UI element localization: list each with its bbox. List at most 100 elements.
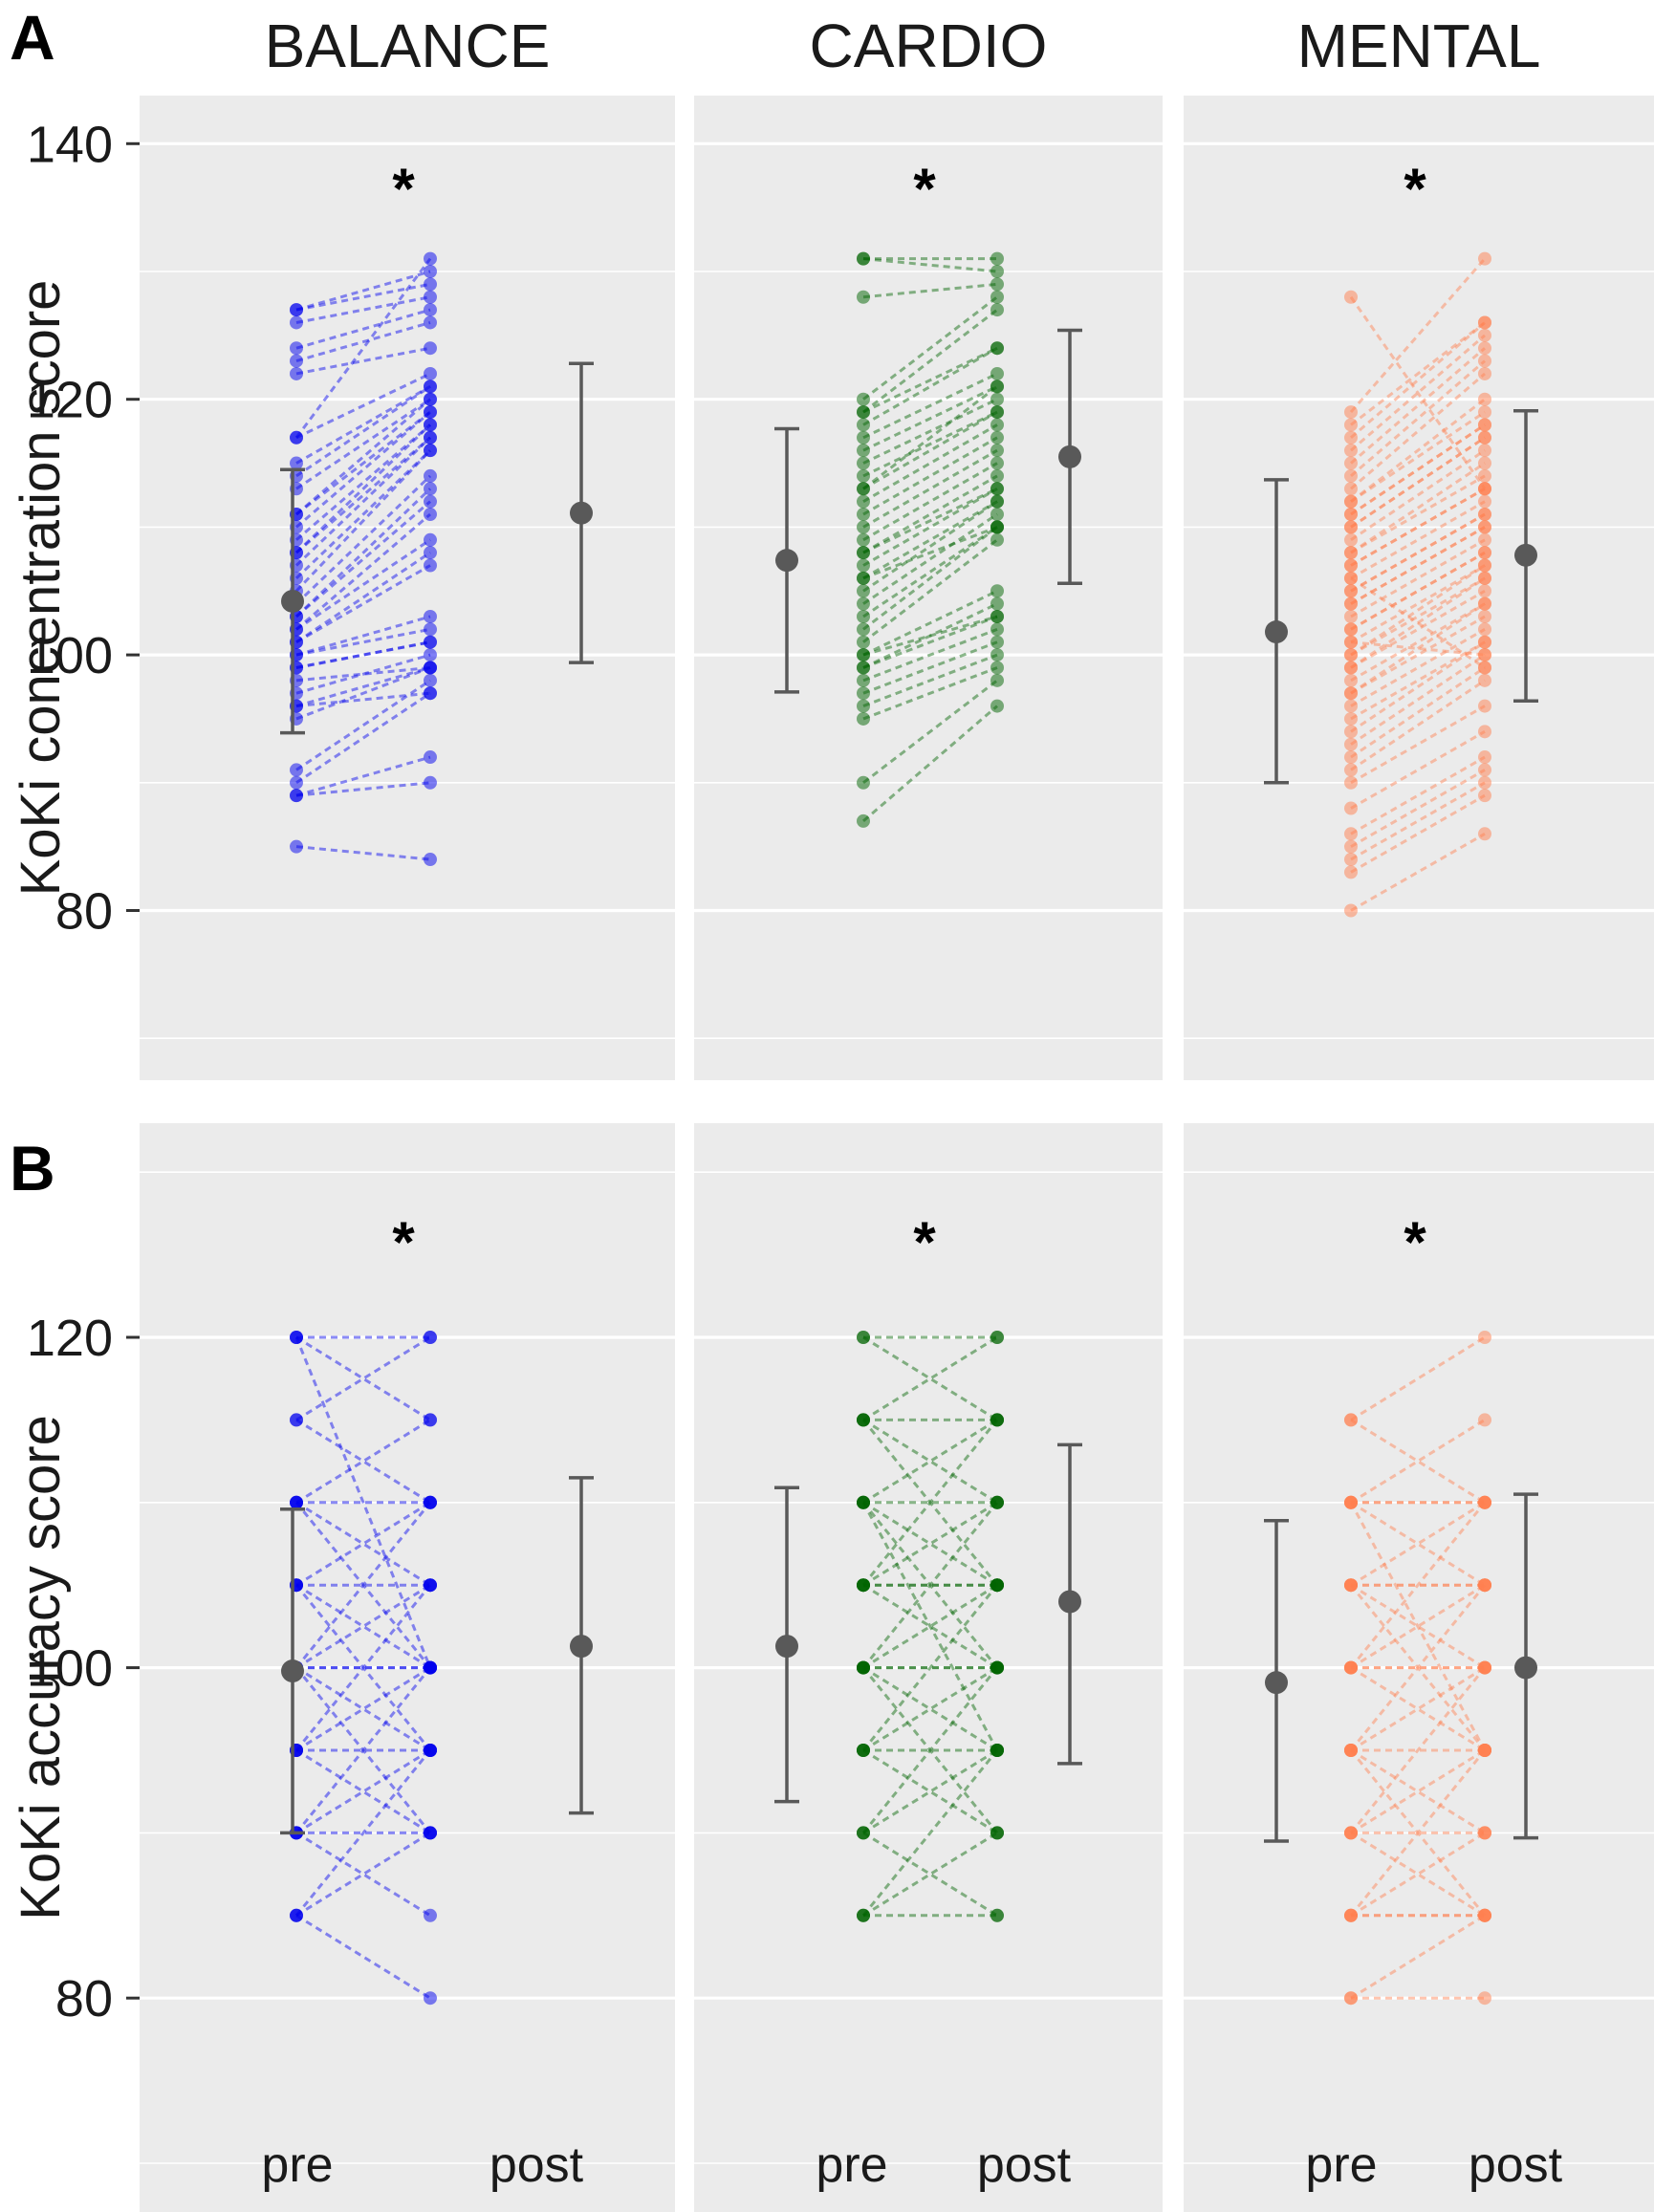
paired-line [295,1335,431,1421]
paired-line [295,538,431,631]
paired-line [1350,1583,1486,1669]
post-point [990,635,1004,649]
paired-line [295,398,431,516]
significance-mark: * [1404,1210,1426,1274]
post-point [424,444,437,458]
post-point [424,1991,437,2006]
paired-line [1350,793,1486,874]
paired-line [295,1914,431,2000]
paired-line [294,474,432,605]
paired-line [295,1419,431,1505]
pre-point [857,609,870,623]
pre-point [1344,520,1358,534]
paired-line [295,755,431,797]
post-point [1478,1660,1491,1675]
paired-line [295,1666,431,1752]
panel-background [1184,96,1654,1080]
post-point [424,290,437,304]
pre-point [857,1908,870,1922]
mean-point [1058,445,1081,468]
post-point [424,648,437,662]
pre-point [1344,494,1358,509]
post-point [1478,468,1491,483]
paired-line [295,372,431,440]
facet-mental: * pre post [1184,1123,1654,2212]
paired-line [1350,615,1486,695]
paired-line [861,1666,999,1834]
significance-mark: * [392,1210,415,1274]
paired-line [862,1335,998,1421]
post-point [424,418,437,432]
paired-line [862,1419,998,1505]
post-point [990,609,1004,623]
pre-point [290,341,303,356]
pre-point [857,648,870,662]
post-point [1478,609,1491,623]
paired-line [295,653,431,695]
post-point [1478,1495,1491,1509]
pre-point [1344,750,1358,765]
pre-point [290,763,303,777]
paired-line [1349,1749,1487,1917]
post-point [1478,430,1491,445]
paired-line [1350,602,1486,695]
y-tick-label: 120 [27,372,113,429]
pre-point [857,584,870,598]
paired-line [295,666,431,708]
pre-point [857,546,870,560]
paired-line [1350,512,1486,593]
post-point [990,699,1004,713]
paired-line [862,1832,998,1918]
pre-point [1344,622,1358,637]
post-point [424,303,437,317]
pre-point [290,1908,303,1922]
pre-point [857,813,870,828]
mean-point [1514,543,1537,567]
post-point [424,532,437,547]
mean-point [775,549,798,573]
facet-cardio: CARDIO * [694,11,1163,1080]
pre-point [1344,609,1358,623]
pre-point [857,494,870,509]
post-point [990,251,1004,266]
pre-point [1344,532,1358,547]
post-point [990,482,1004,496]
pre-point [857,290,870,304]
post-point [1478,508,1491,522]
paired-line [862,1501,998,1587]
pre-point [857,482,870,496]
paired-line [862,615,998,657]
facet-balance: BALANCE * [140,11,675,1080]
pre-point [290,789,303,803]
post-point [424,1331,437,1344]
paired-line [295,385,431,465]
pre-point [1344,1744,1358,1757]
paired-line [1350,640,1486,733]
post-point [424,468,437,483]
paired-line [295,398,431,490]
paired-line [1350,398,1486,503]
significance-mark: * [1404,157,1426,221]
paired-line [1350,730,1486,810]
paired-line [1350,602,1486,683]
post-point [1478,1331,1491,1344]
post-point [990,1413,1004,1427]
post-point [1478,1908,1491,1922]
post-point [1478,775,1491,790]
panel-letter: B [10,1133,55,1204]
paired-line [862,666,998,721]
pre-point [1344,775,1358,790]
post-point [990,1660,1004,1675]
pre-point [857,673,870,687]
pre-point [1344,456,1358,470]
paired-line [294,488,432,618]
post-point [1478,315,1491,330]
paired-line [862,1666,998,1752]
pre-point [1344,763,1358,777]
post-point [1478,571,1491,585]
pre-point [857,699,870,713]
pre-point [857,1495,870,1509]
pre-point [290,456,303,470]
pre-point [857,508,870,522]
post-point [1478,622,1491,637]
